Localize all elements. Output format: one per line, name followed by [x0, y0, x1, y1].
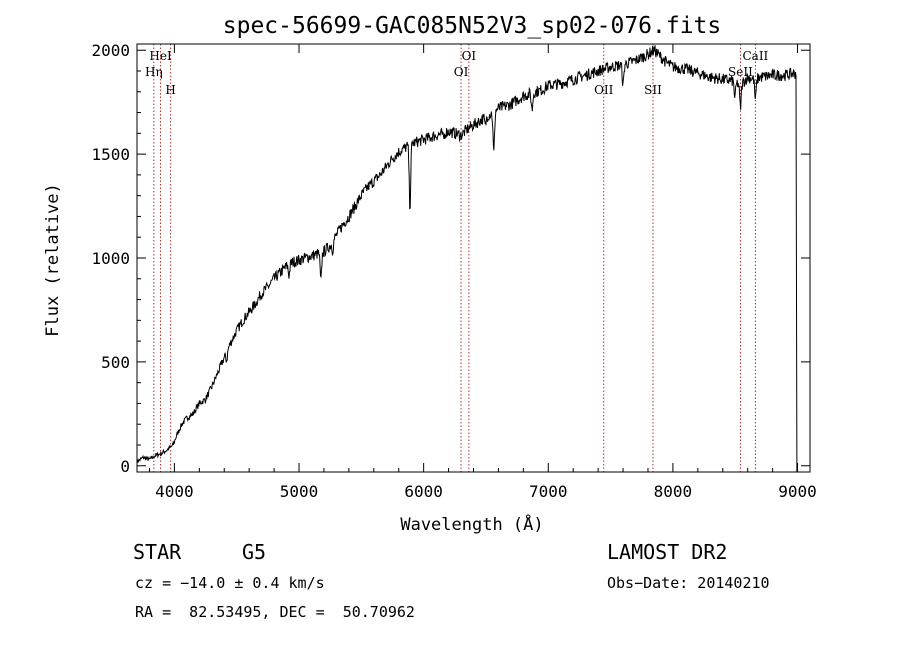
obs-date: Obs−Date: 20140210	[607, 574, 770, 592]
y-tick-label: 500	[101, 353, 130, 372]
redshift-text: cz = −14.0 ± 0.4 km/s	[135, 574, 325, 592]
object-type: STAR	[133, 540, 182, 564]
x-tick-label: 8000	[654, 482, 693, 501]
plot-frame	[136, 43, 811, 473]
spectral-line-label: OII	[594, 83, 614, 97]
y-tick-label: 1000	[91, 249, 130, 268]
spectral-line-label: H	[165, 83, 175, 97]
spectral-subclass: G5	[242, 540, 267, 564]
chart-title: spec-56699-GAC085N52V3_sp02-076.fits	[223, 13, 722, 39]
x-tick-label: 5000	[280, 482, 319, 501]
x-tick-label: 4000	[155, 482, 194, 501]
x-tick-label: 9000	[778, 482, 817, 501]
y-tick-label: 1500	[91, 145, 130, 164]
y-tick-label: 2000	[91, 41, 130, 60]
spectral-line-label: CaII	[742, 49, 768, 63]
spectrum-series-line	[136, 45, 798, 473]
x-axis-ticks: 4000 5000 6000 7000 8000 9000	[148, 44, 817, 501]
spectral-line-label: SII	[644, 83, 662, 97]
x-tick-label: 7000	[529, 482, 568, 501]
x-axis-label: Wavelength (Å)	[400, 513, 543, 535]
spectral-line-label: Hη	[145, 65, 163, 79]
y-axis-label: Flux (relative)	[43, 183, 63, 337]
survey-name: LAMOST DR2	[607, 540, 728, 564]
coordinates: RA = 82.53495, DEC = 50.70962	[135, 603, 415, 621]
spectral-line-label: OI	[454, 65, 469, 79]
x-tick-label: 6000	[404, 482, 443, 501]
y-tick-label: 0	[120, 457, 130, 476]
spectral-line-label: OI	[462, 49, 477, 63]
y-axis-ticks: 0 500 1000 1500 2000	[91, 41, 810, 476]
spectral-line-label: HeI	[149, 49, 172, 63]
